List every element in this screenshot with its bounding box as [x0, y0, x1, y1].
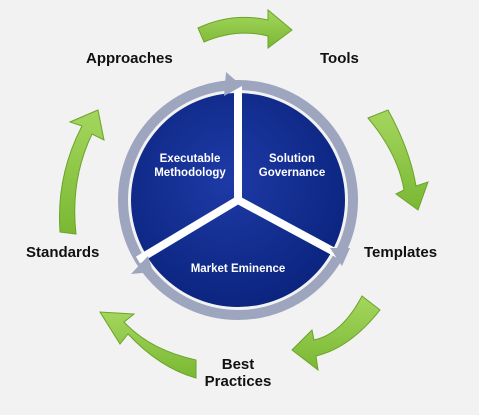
segment-solution-governance: Solution Governance	[250, 152, 334, 180]
label-best-practices-line1: Best	[221, 356, 255, 373]
segment-dividers	[135, 86, 342, 264]
ring-arrowheads	[131, 72, 350, 274]
label-tools: Tools	[320, 50, 359, 67]
cycle-arrows	[59, 8, 429, 379]
segment-solution-line1: Solution	[269, 153, 315, 165]
label-approaches: Approaches	[86, 50, 173, 67]
label-best-practices: Best Practices	[196, 356, 280, 390]
segment-market-eminence: Market Eminence	[190, 263, 286, 275]
segment-executable-methodology: Executable Methodology	[148, 152, 232, 180]
curved-arrow-icon	[99, 311, 197, 379]
arrowhead-icon	[330, 248, 350, 266]
curved-arrow-icon	[59, 109, 105, 235]
label-standards: Standards	[26, 244, 100, 261]
curved-arrow-icon	[367, 109, 429, 211]
segment-solution-line2: Governance	[258, 167, 326, 179]
arrowhead-icon	[131, 256, 153, 274]
label-best-practices-line2: Practices	[204, 373, 272, 390]
curved-arrow-icon	[197, 8, 293, 49]
segment-executable-line1: Executable	[159, 153, 221, 165]
label-templates: Templates	[364, 244, 438, 261]
curved-arrow-icon	[291, 295, 381, 372]
arrowhead-icon	[224, 72, 242, 96]
segment-executable-line2: Methodology	[154, 167, 226, 179]
